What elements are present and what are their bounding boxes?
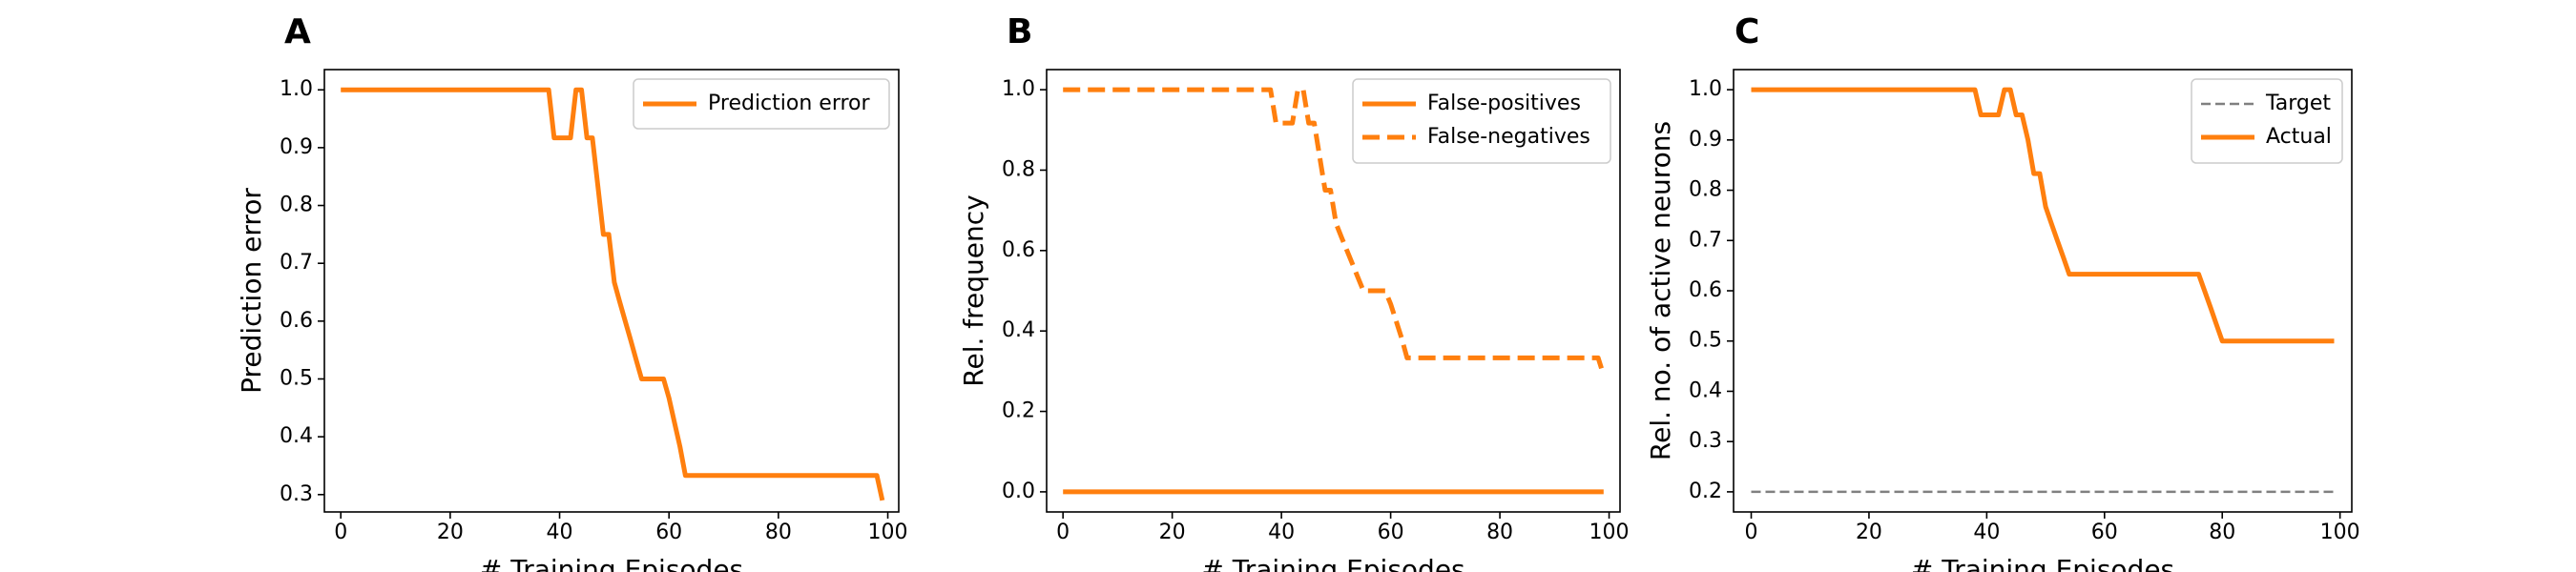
series-group [1751,87,2335,494]
x-axis-label: # Training Episodes [1201,554,1465,572]
x-axis: 0 20 40 60 80 100 [1056,512,1630,544]
legend-box [2191,78,2343,164]
legend-label: Actual [2266,125,2332,149]
y-tick-label: 0.7 [1689,228,1722,252]
y-tick-label: 1.0 [1689,77,1722,101]
y-tick-label: 0.8 [280,194,313,217]
x-tick-label: 100 [2320,521,2360,544]
legend-label: False-positives [1427,92,1581,115]
x-tick-label: 60 [1378,521,1404,544]
y-axis-label: Rel. frequency [958,194,989,386]
y-tick-label: 0.3 [1689,429,1722,453]
chart-panel-c: C 0 20 40 60 80 100 0.2 0.3 0.4 0.5 0.6 0.7 0.8 0.9 1.0… [1645,12,2360,572]
y-tick-label: 1.0 [1002,77,1035,101]
x-axis: 0 20 40 60 80 100 [334,512,908,544]
y-tick-label: 0.5 [1689,329,1722,353]
x-tick-label: 40 [547,521,573,544]
legend-label: False-negatives [1427,125,1590,149]
series-group [341,87,885,501]
chart-panel-a: A 0 20 40 60 80 100 0.3 0.4 0.5 0.6 0.7 0.8 0.9 1.0 # T… [236,12,908,572]
y-tick-label: 0.4 [280,424,313,448]
panel-letter: A [284,12,311,51]
y-tick-label: 0.6 [1002,238,1035,262]
y-tick-label: 0.3 [280,482,313,506]
y-tick-label: 0.6 [1689,278,1722,302]
x-tick-label: 40 [1973,521,2000,544]
series-line-prediction-error [341,87,885,501]
y-axis-label: Rel. no. of active neurons [1645,121,1676,460]
y-axis: 0.2 0.3 0.4 0.5 0.6 0.7 0.8 0.9 1.0 [1689,77,1734,503]
x-tick-label: 0 [1056,521,1070,544]
legend-box [633,78,890,130]
y-tick-label: 0.2 [1002,399,1035,423]
x-tick-label: 80 [765,521,792,544]
x-tick-label: 40 [1268,521,1295,544]
legend-box [1352,78,1611,164]
series-group [1063,87,1607,495]
legend: Target Actual [2191,78,2343,164]
x-axis: 0 20 40 60 80 100 [1745,512,2360,544]
x-tick-label: 80 [1486,521,1513,544]
legend-label: Target [2265,92,2331,115]
y-tick-label: 1.0 [280,77,313,101]
y-tick-label: 0.6 [280,309,313,333]
x-axis-label: # Training Episodes [480,554,743,572]
x-tick-label: 20 [1159,521,1186,544]
axes-frame [323,69,900,513]
y-axis: 0.3 0.4 0.5 0.6 0.7 0.8 0.9 1.0 [280,77,324,506]
y-axis: 0.0 0.2 0.4 0.6 0.8 1.0 [1002,77,1047,503]
x-tick-label: 60 [2091,521,2118,544]
x-tick-label: 100 [868,521,908,544]
y-tick-label: 0.8 [1002,157,1035,181]
legend: Prediction error [633,78,890,130]
x-tick-label: 0 [1745,521,1758,544]
legend: False-positives False-negatives [1352,78,1611,164]
y-tick-label: 0.9 [280,135,313,159]
y-tick-label: 0.0 [1002,480,1035,503]
x-tick-label: 0 [334,521,347,544]
legend-label: Prediction error [708,92,870,115]
x-tick-label: 20 [1856,521,1882,544]
chart-panel-b: B 0 20 40 60 80 100 0.0 0.2 0.4 0.6 0.8 1.0 # Trainin… [958,12,1630,572]
y-tick-label: 0.7 [280,251,313,275]
y-tick-label: 0.4 [1002,318,1035,342]
x-tick-label: 100 [1589,521,1630,544]
x-tick-label: 60 [655,521,682,544]
y-tick-label: 0.5 [280,366,313,390]
y-tick-label: 0.9 [1689,128,1722,152]
x-tick-label: 20 [437,521,464,544]
panel-letter: C [1735,12,1759,51]
y-tick-label: 0.8 [1689,178,1722,202]
y-tick-label: 0.4 [1689,378,1722,402]
x-axis-label: # Training Episodes [1911,554,2174,572]
panel-letter: B [1007,12,1032,51]
series-line-actual [1751,87,2335,344]
series-line-false-negatives [1063,87,1607,377]
y-tick-label: 0.2 [1689,480,1722,503]
x-tick-label: 80 [2209,521,2235,544]
y-axis-label: Prediction error [236,188,267,394]
axes-frame [1046,69,1621,513]
